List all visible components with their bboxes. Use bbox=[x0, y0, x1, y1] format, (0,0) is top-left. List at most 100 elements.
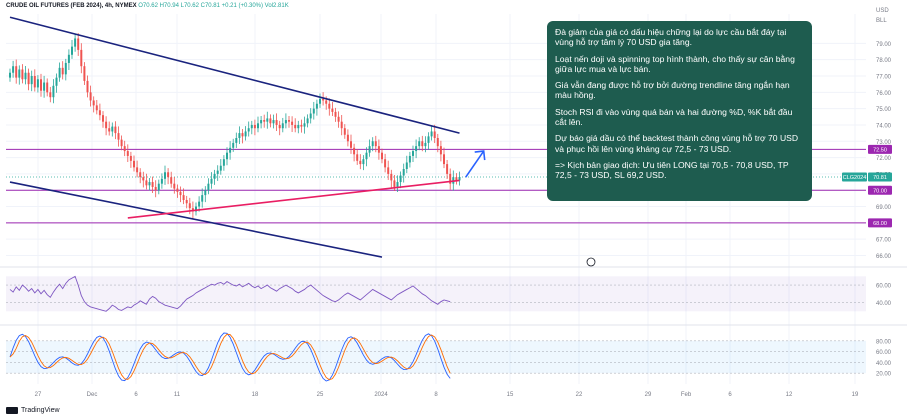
candle-body bbox=[157, 183, 160, 191]
candle-body bbox=[188, 203, 191, 209]
candle-body bbox=[430, 131, 433, 137]
candle-body bbox=[439, 146, 442, 155]
price-tick-label: 67.00 bbox=[876, 238, 892, 244]
stoch-d-line bbox=[9, 333, 451, 381]
candle-body bbox=[43, 82, 46, 91]
currency-label: USD bbox=[876, 8, 889, 14]
pane-settings-icon bbox=[586, 257, 596, 267]
candle-body bbox=[412, 151, 414, 156]
candle-body bbox=[365, 152, 368, 160]
candle-body bbox=[238, 133, 241, 138]
price-label-text: CLG2024 bbox=[843, 175, 867, 181]
candle-body bbox=[213, 173, 216, 179]
candle-body bbox=[102, 115, 104, 122]
candle-body bbox=[120, 139, 123, 147]
candle-body bbox=[418, 141, 421, 147]
candle-body bbox=[15, 66, 18, 78]
candle-body bbox=[343, 128, 346, 135]
candle-body bbox=[61, 67, 64, 75]
channel-lower-line bbox=[9, 181, 383, 258]
candle-body bbox=[350, 141, 352, 148]
time-tick-label: 25 bbox=[317, 392, 324, 398]
candle-body bbox=[198, 201, 201, 207]
stoch-tick-label: 60.00 bbox=[876, 350, 892, 356]
candle-body bbox=[408, 155, 411, 163]
time-tick-label: 19 bbox=[852, 392, 859, 398]
candle-body bbox=[173, 183, 176, 189]
candle-body bbox=[346, 134, 349, 142]
candle-body bbox=[235, 138, 238, 143]
candle-body bbox=[123, 146, 126, 152]
time-tick-label: 11 bbox=[174, 392, 181, 398]
time-tick-label: Dec bbox=[87, 392, 98, 398]
price-tick-label: 78.00 bbox=[876, 58, 892, 64]
note-paragraph: Dự báo giá dầu có thể backtest thành côn… bbox=[555, 133, 799, 154]
candle-body bbox=[170, 177, 173, 184]
rsi-line bbox=[9, 275, 451, 312]
candle-body bbox=[356, 154, 359, 161]
candle-body bbox=[381, 152, 383, 160]
candle-body bbox=[443, 154, 445, 165]
candle-body bbox=[306, 118, 309, 124]
rsi-tick-label: 40.00 bbox=[876, 301, 892, 307]
time-tick-label: 15 bbox=[507, 392, 514, 398]
candle-body bbox=[151, 182, 154, 187]
candle-body bbox=[384, 159, 387, 168]
candle-body bbox=[207, 183, 210, 191]
candle-body bbox=[160, 178, 163, 184]
candle-body bbox=[319, 98, 321, 104]
candle-body bbox=[374, 141, 377, 147]
candle-body bbox=[250, 124, 253, 129]
symbol-title: CRUDE OIL FUTURES (FEB 2024), 4h, NYMEX bbox=[6, 3, 137, 9]
candle-body bbox=[12, 66, 15, 73]
candle-body bbox=[77, 38, 80, 50]
rsi-band bbox=[6, 276, 866, 312]
candle-body bbox=[126, 151, 129, 156]
candle-body bbox=[36, 79, 39, 88]
time-axis: 27 Dec 6 11 18 25 2024 8 15 22 29 Feb 6 12 19 bbox=[35, 392, 859, 398]
candle-body bbox=[9, 72, 11, 78]
candle-body bbox=[182, 195, 185, 200]
candle-body bbox=[167, 172, 170, 178]
candle-body bbox=[74, 38, 77, 47]
time-tick-label: 22 bbox=[576, 392, 583, 398]
candle-body bbox=[179, 191, 182, 196]
candle-body bbox=[449, 173, 452, 184]
candle-body bbox=[71, 46, 73, 55]
candle-body bbox=[309, 113, 312, 119]
candle-body bbox=[263, 120, 266, 122]
analysis-note: Đà giảm của giá có dấu hiệu chững lại do… bbox=[547, 21, 812, 201]
note-paragraph: Giá vẫn đang được hỗ trợ bởi đường trend… bbox=[555, 80, 790, 101]
candle-body bbox=[83, 66, 86, 81]
tradingview-logo[interactable]: TradingView bbox=[6, 407, 60, 414]
candle-body bbox=[27, 72, 30, 85]
candle-body bbox=[67, 54, 70, 63]
candle-body bbox=[129, 155, 132, 161]
chart-header: CRUDE OIL FUTURES (FEB 2024), 4h, NYMEX … bbox=[6, 3, 289, 9]
price-tick-label: 72.00 bbox=[876, 156, 892, 162]
uptrend-line bbox=[127, 179, 460, 219]
candle-body bbox=[396, 182, 399, 187]
candle-body bbox=[108, 128, 111, 132]
time-tick-label: 27 bbox=[35, 392, 42, 398]
candle-body bbox=[89, 92, 92, 101]
candle-body bbox=[331, 108, 334, 112]
price-label-badge bbox=[868, 172, 892, 182]
ohlc-values: O70.62 H70.94 L70.62 C70.81 +0.21 (+0.30… bbox=[138, 3, 289, 9]
candle-body bbox=[433, 131, 436, 138]
candle-body bbox=[315, 103, 318, 109]
candle-body bbox=[117, 133, 120, 140]
price-label-text: 70.81 bbox=[873, 175, 887, 181]
candle-body bbox=[303, 123, 306, 127]
price-tick-label: 76.00 bbox=[876, 91, 892, 97]
candle-body bbox=[105, 121, 108, 129]
candle-body bbox=[294, 124, 297, 129]
candle-body bbox=[114, 126, 117, 134]
candle-body bbox=[446, 164, 449, 174]
candle-body bbox=[148, 182, 151, 186]
candle-body bbox=[424, 142, 427, 147]
price-label-badge bbox=[868, 185, 892, 195]
time-tick-label: 2024 bbox=[374, 392, 388, 398]
candle-body bbox=[244, 131, 247, 137]
candle-body bbox=[334, 111, 337, 117]
